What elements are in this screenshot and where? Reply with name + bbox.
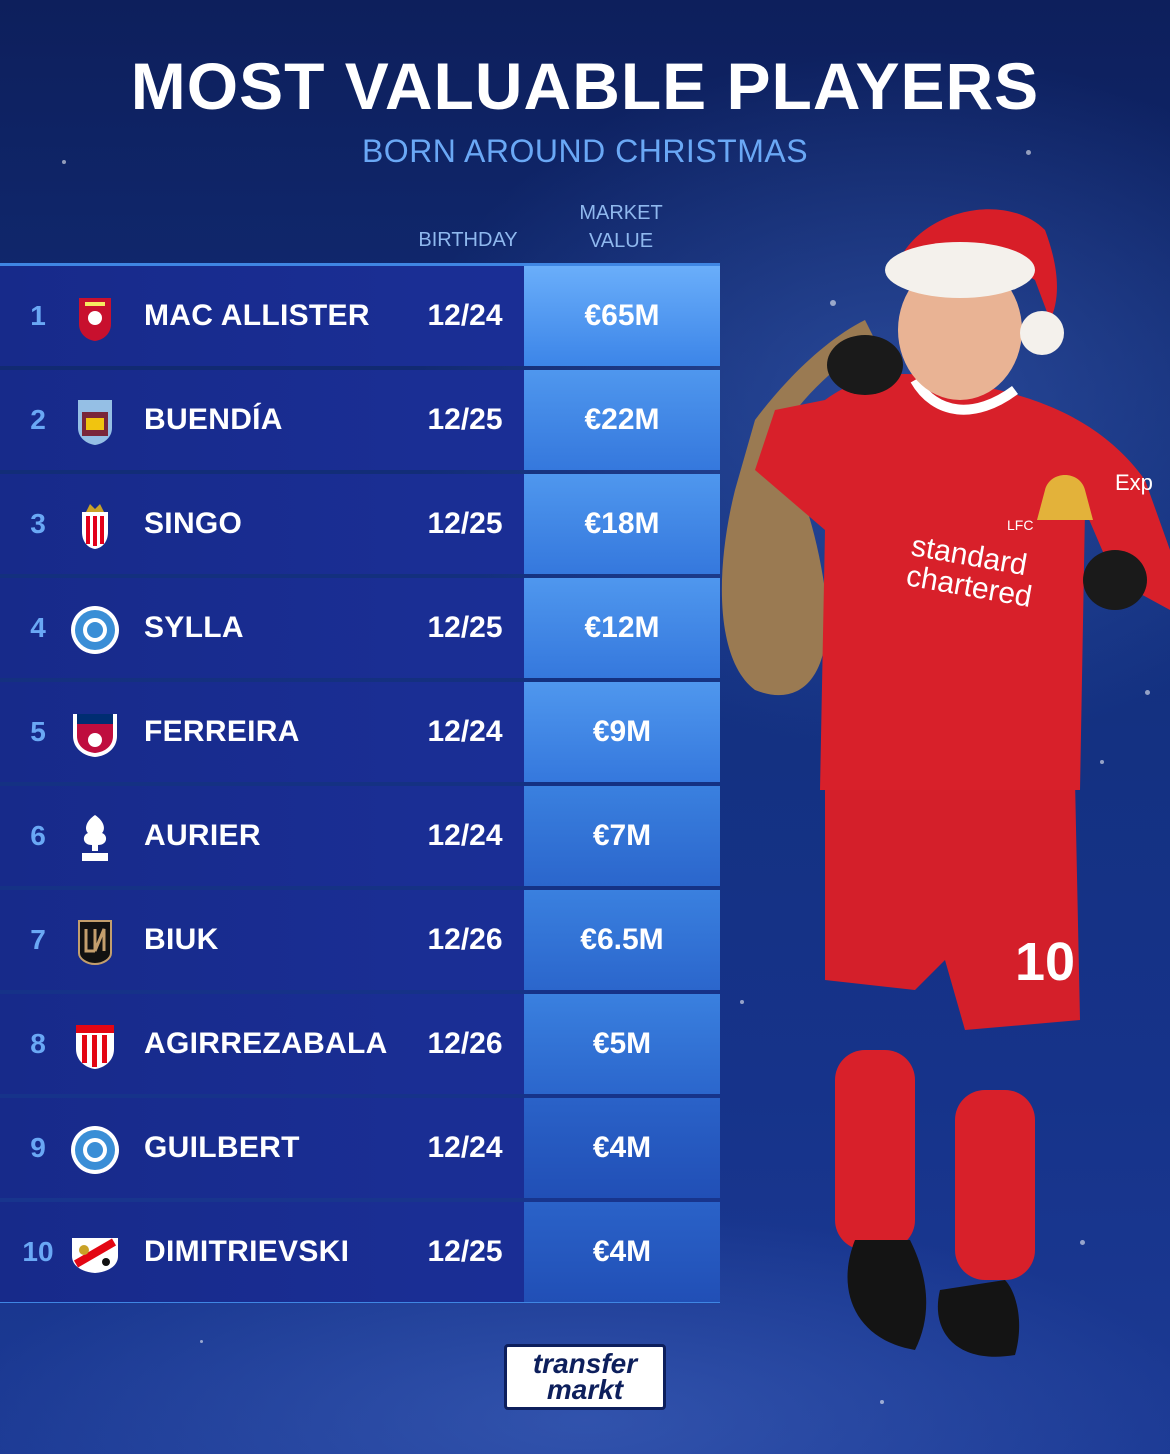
shorts bbox=[825, 780, 1080, 1030]
market-value-cell: €4M bbox=[524, 1202, 720, 1302]
sack bbox=[721, 320, 875, 696]
player-birthday: 12/26 bbox=[427, 923, 503, 956]
player-name: FERREIRA bbox=[144, 715, 300, 748]
table-row: 10 DIMITRIEVSKI 12/25 €4M bbox=[0, 1202, 720, 1302]
fc-dallas-crest-icon bbox=[68, 707, 122, 761]
nottingham-forest-crest-icon bbox=[68, 811, 122, 865]
table-row: 1 MAC ALLISTER 12/24 €65M bbox=[0, 266, 720, 366]
row-rank: 3 bbox=[30, 508, 46, 539]
player-name: GUILBERT bbox=[144, 1131, 300, 1164]
snowflake bbox=[740, 1000, 744, 1004]
row-rank: 1 bbox=[30, 300, 46, 331]
player-birthday: 12/25 bbox=[427, 611, 503, 644]
strasbourg-crest-icon bbox=[68, 1123, 122, 1177]
row-rank: 7 bbox=[30, 924, 46, 955]
table-row: 4 SYLLA 12/25 €12M bbox=[0, 578, 720, 678]
player-birthday: 12/25 bbox=[427, 403, 503, 436]
page-title: MOST VALUABLE PLAYERS bbox=[130, 49, 1040, 123]
left-glove bbox=[827, 335, 903, 395]
player-birthday: 12/25 bbox=[427, 507, 503, 540]
market-value-cell: €12M bbox=[524, 578, 720, 678]
club-badge: LFC bbox=[1007, 517, 1033, 533]
right-sock bbox=[955, 1090, 1035, 1280]
market-value-cell: €4M bbox=[524, 1098, 720, 1198]
market-value-cell: €9M bbox=[524, 682, 720, 782]
market-value-cell: €7M bbox=[524, 786, 720, 886]
logo-line2: markt bbox=[546, 1374, 624, 1405]
table-row: 3 SINGO 12/25 €18M bbox=[0, 474, 720, 574]
column-header-market-value-line1: MARKET bbox=[579, 202, 663, 224]
snowflake bbox=[200, 1340, 203, 1343]
snowflake bbox=[62, 160, 66, 164]
monaco-crest-icon bbox=[68, 499, 122, 553]
player-name: MAC ALLISTER bbox=[144, 299, 370, 332]
snowflake bbox=[1145, 690, 1150, 695]
logo-line1: transfer bbox=[532, 1348, 638, 1379]
page-subtitle: BORN AROUND CHRISTMAS bbox=[361, 133, 809, 169]
rayo-vallecano-crest-icon bbox=[68, 1227, 122, 1281]
player-birthday: 12/24 bbox=[427, 1131, 503, 1164]
liverpool-crest-icon bbox=[68, 291, 122, 345]
player-name: DIMITRIEVSKI bbox=[144, 1235, 350, 1268]
bell-icon bbox=[1037, 475, 1093, 520]
row-rank: 2 bbox=[30, 404, 46, 435]
player-name: SYLLA bbox=[144, 611, 244, 644]
table-row: 7 BIUK 12/26 €6.5M bbox=[0, 890, 720, 990]
aston-villa-crest-icon bbox=[68, 395, 122, 449]
player-birthday: 12/24 bbox=[427, 715, 503, 748]
snowflake bbox=[1080, 1240, 1085, 1245]
santa-hat-pompom bbox=[1020, 311, 1064, 355]
player-birthday: 12/24 bbox=[427, 299, 503, 332]
sleeve-text: Exp bbox=[1115, 470, 1153, 495]
market-value-cell: €22M bbox=[524, 370, 720, 470]
right-glove bbox=[1083, 550, 1147, 610]
strasbourg-crest-icon bbox=[68, 603, 122, 657]
column-header-market-value: MARKET VALUE bbox=[546, 199, 696, 255]
market-value-cell: €65M bbox=[524, 266, 720, 366]
market-value-cell: €5M bbox=[524, 994, 720, 1094]
column-header-market-value-line2: VALUE bbox=[588, 230, 654, 252]
market-value-cell: €18M bbox=[524, 474, 720, 574]
player-birthday: 12/24 bbox=[427, 819, 503, 852]
snowflake bbox=[1026, 150, 1031, 155]
left-sock bbox=[835, 1050, 915, 1250]
right-boot bbox=[937, 1280, 1020, 1357]
ranking-table: 1 MAC ALLISTER 12/24 €65M 2 BUENDÍA 12/25 €22M 3… bbox=[0, 263, 720, 1303]
table-row: 5 FERREIRA 12/24 €9M bbox=[0, 682, 720, 782]
row-rank: 10 bbox=[22, 1236, 54, 1267]
lafc-crest-icon bbox=[68, 915, 122, 969]
row-rank: 4 bbox=[30, 612, 46, 643]
player-name: AGIRREZABALA bbox=[144, 1027, 388, 1060]
athletic-bilbao-crest-icon bbox=[68, 1019, 122, 1073]
market-value-cell: €6.5M bbox=[524, 890, 720, 990]
player-name: BUENDÍA bbox=[144, 403, 283, 436]
row-rank: 6 bbox=[30, 820, 46, 851]
table-row: 9 GUILBERT 12/24 €4M bbox=[0, 1098, 720, 1198]
player-birthday: 12/26 bbox=[427, 1027, 503, 1060]
table-row: 8 AGIRREZABALA 12/26 €5M bbox=[0, 994, 720, 1094]
player-birthday: 12/25 bbox=[427, 1235, 503, 1268]
row-rank: 5 bbox=[30, 716, 46, 747]
snowflake bbox=[1100, 760, 1104, 764]
table-row: 2 BUENDÍA 12/25 €22M bbox=[0, 370, 720, 470]
snowflake bbox=[880, 1400, 884, 1404]
snowflake bbox=[830, 300, 836, 306]
table-row: 6 AURIER 12/24 €7M bbox=[0, 786, 720, 886]
jersey-collar bbox=[910, 377, 1018, 415]
column-header-birthday: BIRTHDAY bbox=[418, 229, 518, 251]
row-rank: 9 bbox=[30, 1132, 46, 1163]
row-rank: 8 bbox=[30, 1028, 46, 1059]
santa-hat-trim bbox=[885, 242, 1035, 298]
player-name: BIUK bbox=[144, 923, 219, 956]
player-name: SINGO bbox=[144, 507, 243, 540]
left-boot bbox=[847, 1240, 927, 1350]
player-name: AURIER bbox=[144, 819, 261, 852]
transfermarkt-logo: transfer markt bbox=[504, 1344, 666, 1410]
player-photo: 10 standard chartered Exp LFC bbox=[721, 209, 1170, 1357]
shirt-number: 10 bbox=[1015, 932, 1075, 992]
